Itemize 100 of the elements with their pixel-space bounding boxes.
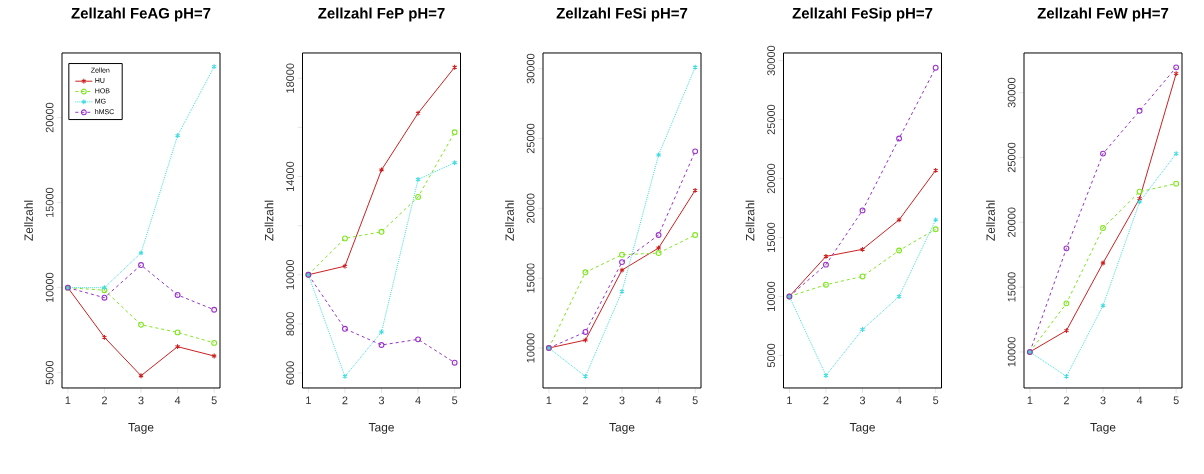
x-tick-label: 4 xyxy=(174,396,181,405)
point xyxy=(582,373,589,380)
y-tick-label: 10000 xyxy=(1007,337,1016,367)
y-tick-label: 30000 xyxy=(767,45,775,76)
y-tick-label: 10000 xyxy=(286,259,294,290)
x-tick-label: 5 xyxy=(1173,396,1179,405)
y-tick-label: 14000 xyxy=(286,161,294,191)
point xyxy=(174,329,181,336)
point xyxy=(138,321,144,328)
point xyxy=(1100,225,1106,231)
chart-title: Zellzahl FeP pH=7 xyxy=(318,7,445,22)
point xyxy=(101,334,108,341)
x-tick-label: 2 xyxy=(823,396,829,405)
y-tick-label: 25000 xyxy=(1007,142,1016,173)
x-tick-label: 3 xyxy=(378,396,385,405)
point xyxy=(932,64,939,71)
y-axis-title: Zellzahl xyxy=(24,200,33,241)
point xyxy=(138,372,144,379)
point xyxy=(619,251,625,258)
x-tick-label: 3 xyxy=(859,396,866,405)
chart-title: Zellzahl FeSi pH=7 xyxy=(556,7,688,22)
point xyxy=(932,226,939,233)
y-tick-label: 5000 xyxy=(767,343,775,368)
y-tick-label: 30000 xyxy=(526,53,535,84)
point xyxy=(1063,327,1070,334)
x-tick-label: 3 xyxy=(619,396,625,405)
chart-title: Zellzahl FeAG pH=7 xyxy=(71,7,211,22)
y-tick-label: 15000 xyxy=(526,263,535,293)
point xyxy=(692,232,699,238)
point xyxy=(896,135,903,142)
x-tick-label: 1 xyxy=(546,396,552,405)
y-tick-label: 20000 xyxy=(526,193,535,224)
x-axis-title: Tage xyxy=(128,423,154,434)
x-tick-label: 4 xyxy=(415,396,421,405)
y-tick-label: 10000 xyxy=(767,281,775,311)
x-tick-label: 5 xyxy=(452,396,458,405)
point xyxy=(692,148,699,155)
point xyxy=(138,262,144,268)
point xyxy=(138,250,144,256)
y-tick-label: 20000 xyxy=(1007,207,1016,237)
point xyxy=(174,132,181,139)
x-axis-title: Tage xyxy=(1090,423,1116,434)
point xyxy=(1063,245,1070,252)
x-tick-label: 1 xyxy=(306,396,311,405)
y-axis-title: Zellzahl xyxy=(745,200,755,241)
x-tick-label: 4 xyxy=(655,396,662,405)
point xyxy=(655,250,662,256)
x-tick-label: 2 xyxy=(1063,396,1069,405)
y-tick-label: 8000 xyxy=(286,312,294,336)
point xyxy=(1100,150,1106,157)
y-tick-label: 5000 xyxy=(45,360,54,385)
point xyxy=(822,261,829,268)
x-tick-label: 3 xyxy=(138,396,144,405)
y-tick-label: 10000 xyxy=(526,333,535,363)
x-tick-label: 4 xyxy=(896,396,902,405)
point xyxy=(859,246,866,253)
x-tick-label: 2 xyxy=(342,396,348,405)
point xyxy=(1100,260,1106,266)
point xyxy=(859,326,866,333)
point xyxy=(1063,300,1070,307)
y-tick-label: 25000 xyxy=(526,123,535,154)
point xyxy=(1100,302,1106,309)
x-tick-label: 2 xyxy=(101,396,107,405)
point xyxy=(823,253,829,260)
chart-title: Zellzahl FeSip pH=7 xyxy=(792,7,933,22)
point xyxy=(655,232,662,238)
point xyxy=(1136,188,1143,195)
x-axis-title: Tage xyxy=(849,423,875,434)
x-tick-label: 5 xyxy=(211,396,217,405)
y-tick-label: 15000 xyxy=(1007,272,1016,302)
point xyxy=(1173,64,1180,71)
x-tick-label: 5 xyxy=(692,396,698,405)
y-axis-title: Zellzahl xyxy=(986,200,995,241)
y-tick-label: 30000 xyxy=(1007,77,1016,108)
point xyxy=(341,325,348,332)
x-tick-label: 4 xyxy=(1136,396,1143,405)
y-tick-label: 15000 xyxy=(45,187,54,218)
point xyxy=(415,193,422,200)
point xyxy=(582,329,589,335)
point xyxy=(415,336,422,343)
x-axis-title: Tage xyxy=(609,423,635,434)
point xyxy=(1063,373,1070,380)
point xyxy=(859,207,866,214)
point xyxy=(1173,180,1180,187)
point xyxy=(211,339,218,346)
point xyxy=(451,129,458,136)
y-tick-label: 20000 xyxy=(45,102,54,133)
point xyxy=(896,216,902,223)
point xyxy=(415,110,421,117)
x-tick-label: 2 xyxy=(582,396,588,405)
y-tick-label: 20000 xyxy=(767,163,775,194)
point xyxy=(619,288,625,295)
x-axis-title: Tage xyxy=(368,423,394,434)
point xyxy=(859,273,866,280)
point xyxy=(342,263,348,270)
y-tick-label: 15000 xyxy=(767,222,775,252)
x-tick-label: 3 xyxy=(1100,396,1106,405)
x-tick-label: 1 xyxy=(1027,396,1033,405)
y-tick-label: 10000 xyxy=(45,272,54,303)
point xyxy=(378,228,385,235)
